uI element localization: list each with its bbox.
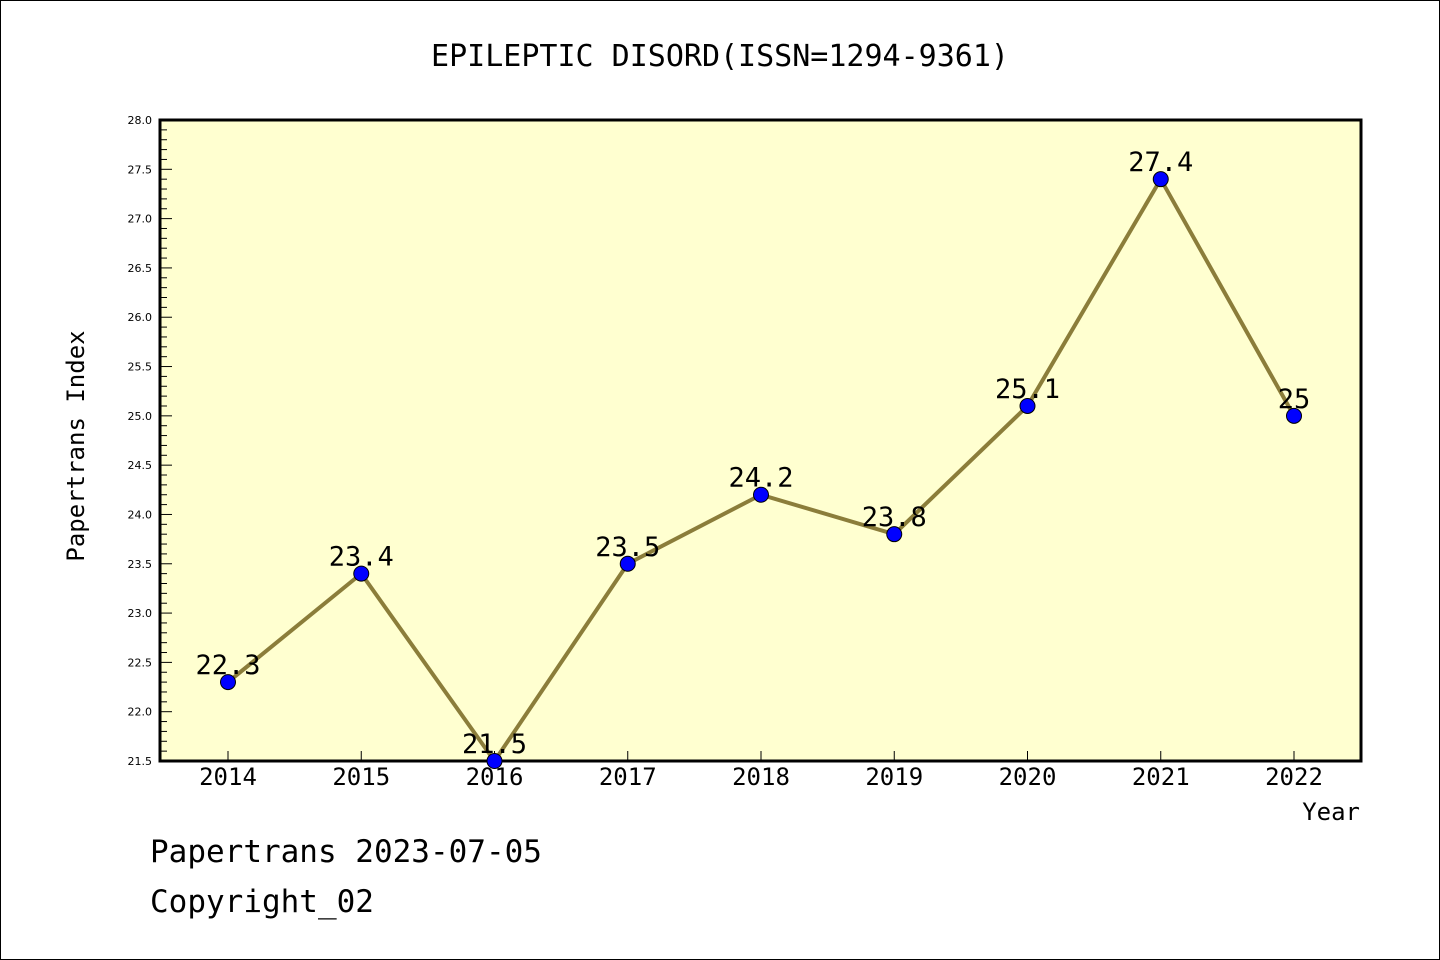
y-tick-label: 27.5 <box>128 163 153 176</box>
y-tick-label: 24.5 <box>128 459 153 472</box>
data-label: 24.2 <box>728 463 793 494</box>
data-point <box>486 753 503 769</box>
y-axis-label: Papertrans Index <box>62 330 90 561</box>
data-labels: 22.3 23.4 21.5 23.5 24.2 23.8 25.1 27.4 25 <box>195 147 1310 760</box>
x-tick-label: 2022 <box>1265 763 1323 791</box>
data-point <box>886 526 903 543</box>
y-tick-label: 25.0 <box>128 410 153 423</box>
y-tick-label: 24.0 <box>128 508 153 521</box>
y-tick-label: 27.0 <box>128 213 153 226</box>
y-tick-label: 25.5 <box>128 361 153 374</box>
x-tick-label: 2015 <box>332 763 390 791</box>
chart-title: EPILEPTIC DISORD(ISSN=1294-9361) <box>431 39 1009 74</box>
y-tick-label: 22.0 <box>128 706 153 719</box>
data-markers <box>220 171 1302 769</box>
y-axis-tick-labels: 21.5 22.0 22.5 23.0 23.5 24.0 24.5 25.0 25.5 26.0… <box>128 114 153 768</box>
y-tick-label: 22.5 <box>128 656 153 669</box>
x-axis-tick-labels: 2014 2015 2016 2017 2018 2019 2020 2021 2022 <box>199 763 1323 791</box>
footer-date: Papertrans 2023-07-05 <box>150 834 542 870</box>
y-tick-label: 23.5 <box>128 558 153 571</box>
data-point <box>1152 171 1169 188</box>
data-label: 22.3 <box>195 650 260 681</box>
data-label: 23.4 <box>329 542 394 573</box>
x-tick-label: 2020 <box>999 763 1057 791</box>
data-point <box>353 565 370 582</box>
data-point <box>619 555 636 572</box>
y-tick-label: 26.5 <box>128 262 153 275</box>
x-axis-label: Year <box>1302 798 1360 826</box>
x-tick-label: 2021 <box>1132 763 1190 791</box>
data-point <box>753 486 769 503</box>
y-tick-label: 26.0 <box>128 311 153 324</box>
data-point <box>1019 397 1036 414</box>
footer-copyright: Copyright_02 <box>150 884 374 920</box>
data-label: 23.5 <box>595 532 660 563</box>
x-tick-label: 2014 <box>199 763 257 791</box>
y-tick-label: 23.0 <box>128 607 153 620</box>
data-point <box>1286 407 1302 424</box>
data-point <box>220 674 236 691</box>
y-tick-label: 28.0 <box>128 114 153 127</box>
plot-area <box>158 118 1363 763</box>
x-tick-label: 2017 <box>599 763 657 791</box>
x-tick-label: 2018 <box>732 763 790 791</box>
y-tick-label: 21.5 <box>128 755 153 768</box>
data-label: 21.5 <box>462 729 527 760</box>
data-label: 27.4 <box>1128 147 1193 178</box>
y-axis-ticks <box>160 119 172 762</box>
data-label: 25.1 <box>995 374 1060 405</box>
data-label: 25 <box>1278 384 1311 415</box>
x-tick-label: 2019 <box>865 763 923 791</box>
data-label: 23.8 <box>862 502 927 533</box>
